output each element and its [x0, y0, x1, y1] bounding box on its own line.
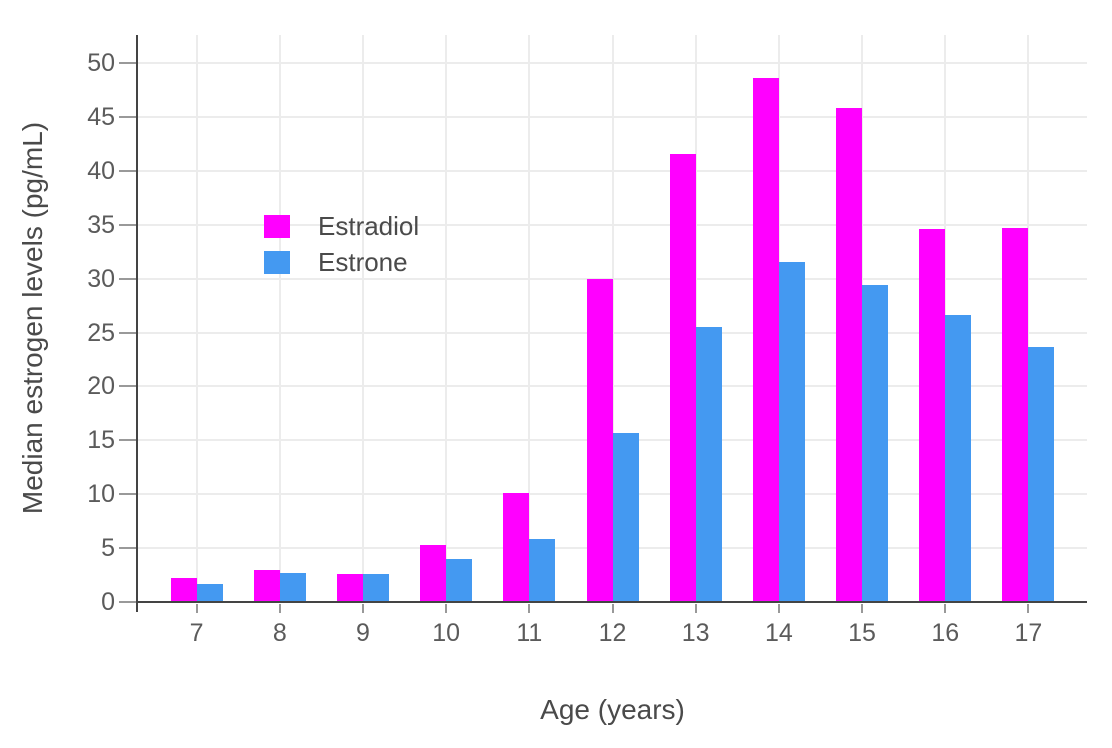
y-tick-mark-0: [119, 601, 136, 603]
x-tick-mark-12: [611, 604, 614, 613]
x-tick-mark-15: [861, 604, 864, 613]
legend-item-estrone[interactable]: Estrone: [264, 247, 419, 277]
y-tick-mark-30: [119, 277, 136, 280]
bar-estradiol-age-16: [919, 229, 946, 602]
x-tick-mark-13: [694, 604, 697, 613]
y-tick-label-5: 5: [101, 534, 115, 563]
bar-estrone-age-9: [362, 574, 389, 602]
bar-estradiol-age-13: [669, 154, 696, 602]
bar-estradiol-age-9: [336, 574, 363, 602]
bar-estrone-age-7: [196, 584, 223, 602]
bar-estrone-age-11: [529, 539, 556, 602]
bar-estrone-age-12: [612, 433, 639, 602]
bar-estradiol-age-15: [836, 108, 863, 602]
x-tick-label-10: 10: [432, 619, 461, 647]
bar-estrone-age-10: [446, 559, 473, 602]
y-axis-line: [136, 35, 138, 612]
gridline-x-11: [528, 35, 531, 602]
x-tick-label-9: 9: [356, 619, 370, 647]
gridline-x-13: [694, 35, 697, 602]
bar-estradiol-age-14: [752, 78, 779, 602]
x-tick-mark-16: [944, 604, 947, 613]
gridline-x-12: [611, 35, 614, 602]
y-tick-label-10: 10: [87, 480, 115, 509]
x-tick-label-14: 14: [764, 619, 793, 647]
y-tick-label-25: 25: [87, 318, 115, 347]
x-tick-mark-7: [195, 604, 198, 613]
x-axis-line: [136, 601, 1087, 603]
y-tick-label-15: 15: [87, 426, 115, 455]
x-tick-label-13: 13: [681, 619, 710, 647]
bar-estradiol-age-11: [503, 493, 530, 602]
x-tick-mark-10: [445, 604, 448, 613]
x-tick-label-12: 12: [598, 619, 627, 647]
gridline-x-7: [195, 35, 198, 602]
y-tick-mark-10: [119, 493, 136, 496]
estradiol-swatch-icon: [264, 215, 290, 238]
bar-estradiol-age-17: [1002, 228, 1029, 602]
bar-estradiol-age-7: [170, 578, 197, 602]
x-tick-mark-17: [1027, 604, 1030, 613]
y-tick-mark-45: [119, 115, 136, 118]
y-tick-label-20: 20: [87, 372, 115, 401]
bar-estrone-age-8: [279, 573, 306, 602]
bar-estrone-age-13: [695, 327, 722, 602]
x-tick-mark-11: [528, 604, 531, 613]
bar-estradiol-age-10: [420, 545, 447, 602]
estrone-swatch-icon: [264, 251, 290, 274]
x-tick-mark-8: [278, 604, 281, 613]
y-tick-label-30: 30: [87, 264, 115, 293]
y-tick-mark-50: [119, 62, 136, 65]
bar-estrone-age-15: [862, 285, 889, 602]
x-tick-label-16: 16: [931, 619, 960, 647]
x-tick-mark-14: [777, 604, 780, 613]
bar-estrone-age-17: [1028, 347, 1055, 602]
y-tick-mark-35: [119, 223, 136, 226]
bar-estradiol-age-12: [586, 279, 613, 602]
bar-estrone-age-16: [945, 315, 972, 602]
y-tick-label-45: 45: [87, 102, 115, 131]
x-axis-title: Age (years): [540, 694, 685, 725]
y-tick-label-40: 40: [87, 156, 115, 185]
x-tick-label-17: 17: [1014, 619, 1043, 647]
x-tick-label-7: 7: [189, 619, 204, 647]
gridline-x-9: [361, 35, 364, 602]
x-tick-mark-9: [361, 604, 364, 613]
plot-area: [138, 35, 1087, 602]
bar-estrone-age-14: [778, 262, 805, 602]
y-tick-label-35: 35: [87, 210, 115, 239]
legend-label-estradiol: Estradiol: [318, 211, 420, 241]
legend: Estradiol Estrone: [264, 211, 419, 287]
y-tick-mark-20: [119, 385, 136, 388]
legend-item-estradiol[interactable]: Estradiol: [264, 211, 419, 241]
y-tick-mark-40: [119, 169, 136, 172]
legend-label-estrone: Estrone: [318, 247, 408, 277]
y-tick-mark-5: [119, 547, 136, 550]
gridline-x-17: [1027, 35, 1030, 602]
x-tick-label-8: 8: [272, 619, 287, 647]
x-tick-label-11: 11: [516, 619, 543, 647]
y-tick-label-0: 0: [101, 588, 115, 616]
gridline-x-10: [445, 35, 448, 602]
x-tick-label-15: 15: [848, 619, 876, 647]
bar-estradiol-age-8: [253, 570, 280, 602]
gridline-x-8: [278, 35, 281, 602]
y-tick-mark-25: [119, 331, 136, 334]
y-tick-label-50: 50: [87, 49, 115, 78]
y-tick-mark-15: [119, 439, 136, 442]
